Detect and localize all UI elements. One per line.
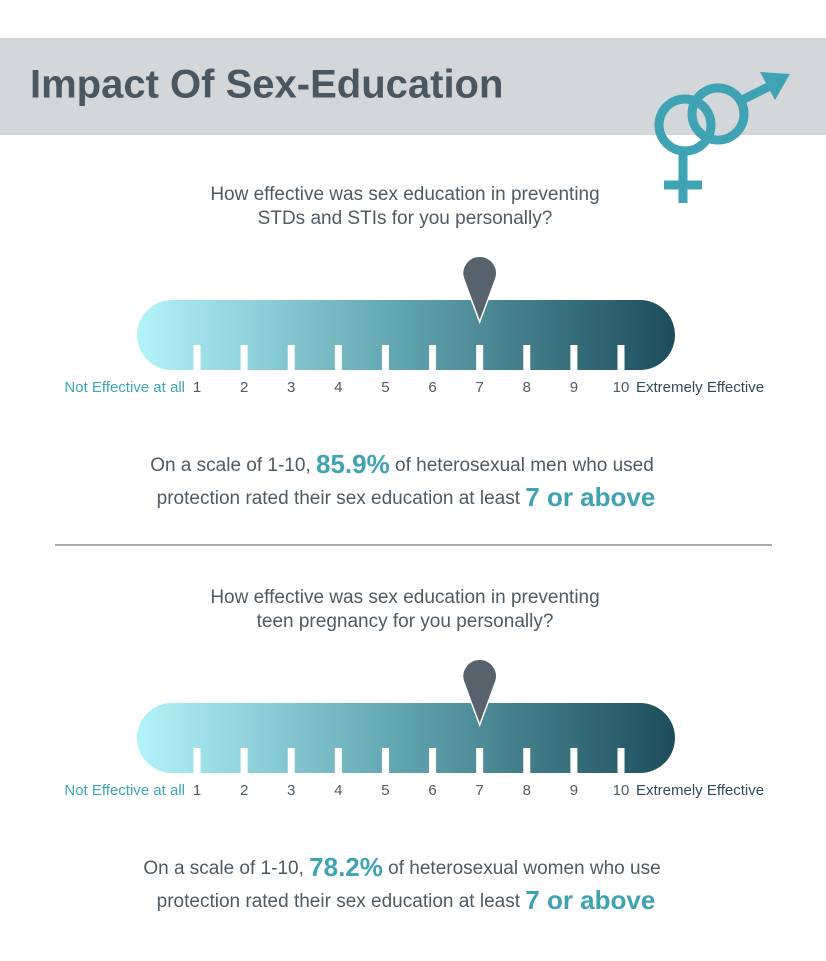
scale-bar — [137, 300, 675, 370]
question-line: How effective was sex education in preve… — [210, 184, 599, 205]
summary-text: of heterosexual men who used — [390, 455, 654, 476]
scale-tick — [476, 345, 484, 370]
scale-tick-label: 6 — [428, 782, 436, 799]
summary-line: On a scale of 1-10, 85.9% of heterosexua… — [150, 449, 654, 479]
scale-tick — [193, 748, 201, 773]
scale-tick-label: 5 — [381, 379, 389, 396]
summary-highlight: 7 or above — [525, 482, 655, 512]
summary-text: protection rated their sex education at … — [157, 891, 526, 912]
scale-min-label: Not Effective at all — [64, 379, 185, 396]
scale-tick — [334, 345, 342, 370]
scale-tick — [381, 748, 389, 773]
summary-highlight: 78.2% — [309, 852, 383, 882]
summary-text: On a scale of 1-10, — [150, 455, 316, 476]
scale-min-label: Not Effective at all — [64, 782, 185, 799]
scale-tick — [523, 748, 531, 773]
gender-arrow — [760, 72, 790, 100]
summary-text: protection rated their sex education at … — [157, 488, 526, 509]
scale-tick-label: 3 — [287, 782, 295, 799]
scale-tick-label: 3 — [287, 379, 295, 396]
scale-pointer — [461, 255, 498, 325]
summary-text: of heterosexual women who use — [383, 858, 661, 879]
scale-tick-label: 8 — [523, 782, 531, 799]
scale-tick — [523, 345, 531, 370]
scale-max-label: Extremely Effective — [636, 379, 764, 396]
page-title: Impact Of Sex-Education — [30, 63, 503, 107]
scale-tick — [570, 345, 578, 370]
scale-tick — [287, 748, 295, 773]
summary-highlight: 7 or above — [525, 885, 655, 915]
question-line: teen pregnancy for you personally? — [257, 611, 554, 632]
scale-tick-label: 5 — [381, 782, 389, 799]
scale-bar — [137, 703, 675, 773]
scale-tick-label: 7 — [475, 782, 483, 799]
scale-tick-label: 2 — [240, 379, 248, 396]
scale-pointer — [461, 658, 498, 728]
scale-tick — [193, 345, 201, 370]
scale-tick — [381, 345, 389, 370]
scale-tick — [617, 345, 625, 370]
scale-tick — [476, 748, 484, 773]
question-line: STDs and STIs for you personally? — [258, 208, 553, 229]
summary-line: On a scale of 1-10, 78.2% of heterosexua… — [143, 852, 660, 882]
scale-tick-label: 10 — [613, 782, 630, 799]
scale-tick-label: 4 — [334, 379, 342, 396]
scale-tick-label: 10 — [613, 379, 630, 396]
scale-tick — [334, 748, 342, 773]
scale-tick — [429, 345, 437, 370]
scale-tick — [240, 345, 248, 370]
scale-tick-label: 1 — [193, 379, 201, 396]
scale-tick-label: 6 — [428, 379, 436, 396]
question-line: How effective was sex education in preve… — [210, 587, 599, 608]
scale-tick — [287, 345, 295, 370]
scale-tick — [570, 748, 578, 773]
scale-tick-label: 4 — [334, 782, 342, 799]
summary-line: protection rated their sex education at … — [157, 482, 656, 512]
scale-tick-label: 9 — [570, 379, 578, 396]
scale-tick-label: 8 — [523, 379, 531, 396]
summary-text: On a scale of 1-10, — [143, 858, 309, 879]
scale-tick-label: 7 — [475, 379, 483, 396]
scale-tick — [617, 748, 625, 773]
scale-tick-label: 9 — [570, 782, 578, 799]
scale-tick — [240, 748, 248, 773]
scale-tick — [429, 748, 437, 773]
summary-highlight: 85.9% — [316, 449, 390, 479]
scale-max-label: Extremely Effective — [636, 782, 764, 799]
summary-line: protection rated their sex education at … — [157, 885, 656, 915]
scale-tick-label: 2 — [240, 782, 248, 799]
scale-tick-label: 1 — [193, 782, 201, 799]
